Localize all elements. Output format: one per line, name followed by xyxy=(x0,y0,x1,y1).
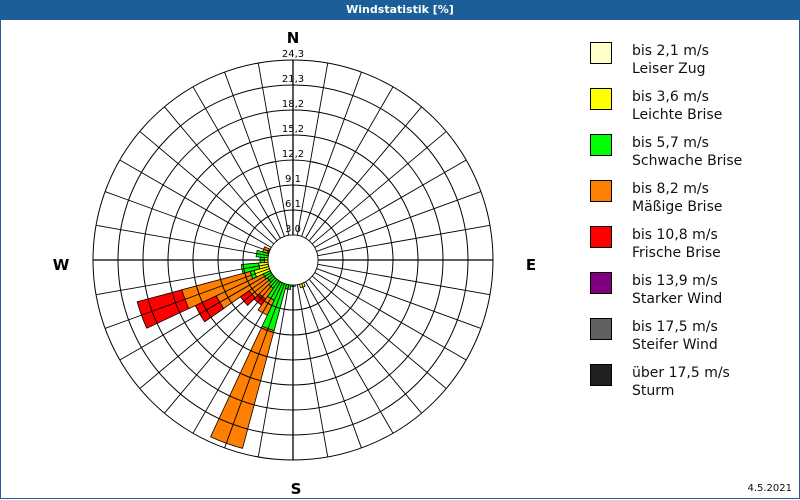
legend-swatch xyxy=(590,272,612,294)
ring-label: 18,2 xyxy=(282,99,304,110)
chart-title: Windstatistik [%] xyxy=(0,0,800,20)
legend-range: bis 8,2 m/s xyxy=(632,181,709,197)
legend-swatch xyxy=(590,226,612,248)
legend-range: über 17,5 m/s xyxy=(632,365,730,381)
legend-range: bis 10,8 m/s xyxy=(632,227,718,243)
legend-name: Schwache Brise xyxy=(632,153,743,169)
ring-label: 15,2 xyxy=(282,124,304,135)
legend-range: bis 5,7 m/s xyxy=(632,135,709,151)
legend-range: bis 2,1 m/s xyxy=(632,43,709,59)
legend-name: Sturm xyxy=(632,383,675,399)
legend-name: Leichte Brise xyxy=(632,107,723,123)
legend-name: Frische Brise xyxy=(632,245,721,261)
wind-bar-segment xyxy=(240,262,261,274)
legend-name: Starker Wind xyxy=(632,291,723,307)
center-hole xyxy=(268,235,318,285)
legend-name: Leiser Zug xyxy=(632,61,706,77)
legend-range: bis 17,5 m/s xyxy=(632,319,718,335)
legend-swatch xyxy=(590,42,612,64)
legend-swatch xyxy=(590,364,612,386)
legend-swatch xyxy=(590,318,612,340)
ring-label: 12,2 xyxy=(282,149,304,160)
legend-range: bis 3,6 m/s xyxy=(632,89,709,105)
ring-label: 24,3 xyxy=(282,49,304,60)
south-label: S xyxy=(291,480,302,498)
legend-range: bis 13,9 m/s xyxy=(632,273,718,289)
wind-bar-segment xyxy=(136,289,190,329)
legend-name: Mäßige Brise xyxy=(632,199,723,215)
legend-swatch xyxy=(590,134,612,156)
date-label: 4.5.2021 xyxy=(747,483,792,494)
ring-label: 21,3 xyxy=(282,74,304,85)
ring-label: 3,0 xyxy=(285,224,301,235)
west-label: W xyxy=(53,256,70,274)
wind-rose-grid xyxy=(92,59,494,461)
east-label: E xyxy=(526,256,536,274)
ring-labels: 3,0 6,1 9,1 12,2 15,2 18,2 21,3 24,3 xyxy=(282,49,304,235)
ring-label: 9,1 xyxy=(285,174,301,185)
legend-swatch xyxy=(590,88,612,110)
legend-name: Steifer Wind xyxy=(632,337,718,353)
wind-bar-segment xyxy=(210,325,275,449)
legend-swatch xyxy=(590,180,612,202)
ring-label: 6,1 xyxy=(285,199,301,210)
north-label: N xyxy=(287,29,300,47)
